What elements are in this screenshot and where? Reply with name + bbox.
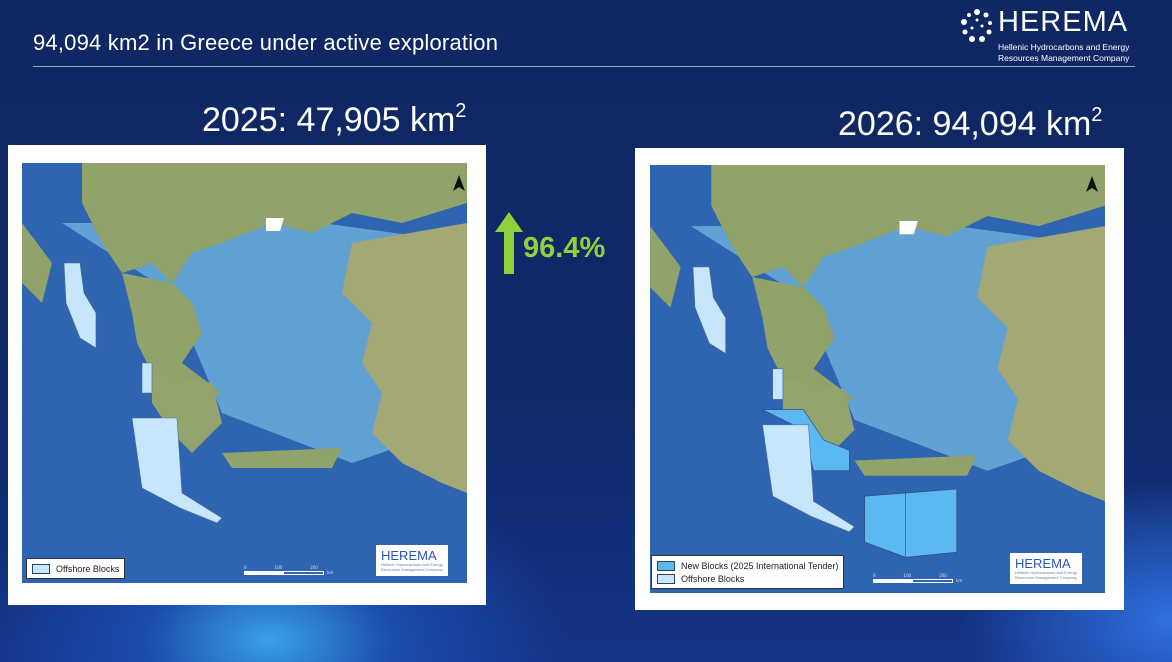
- map-herema-logo: HEREMA Hellenic Hydrocarbons and Energy Re…: [376, 545, 448, 576]
- increase-percentage: 96.4%: [523, 232, 606, 264]
- legend-item-offshore-blocks: Offshore Blocks: [657, 572, 838, 585]
- scale-bar: 0 100 200 km: [244, 565, 334, 575]
- map-2025: Offshore Blocks 0 100 200 km HEREMA Hellenic…: [8, 145, 486, 605]
- north-arrow-icon: [453, 175, 465, 191]
- map-2026-canvas: [650, 165, 1105, 593]
- scale-bar: 0 100 200 km: [873, 573, 963, 583]
- map-2025-canvas: [22, 163, 467, 583]
- map-2026: New Blocks (2025 International Tender) O…: [635, 148, 1124, 610]
- logo-subtitle: Hellenic Hydrocarbons and Energy Resource…: [998, 42, 1130, 63]
- map-herema-logo: HEREMA Hellenic Hydrocarbons and Energy Re…: [1010, 553, 1082, 584]
- logo-name: HEREMA: [998, 6, 1129, 38]
- legend-item-offshore-blocks: Offshore Blocks: [32, 562, 119, 575]
- legend-item-new-blocks: New Blocks (2025 International Tender): [657, 559, 838, 572]
- map-2025-legend: Offshore Blocks: [26, 558, 126, 579]
- north-arrow-icon: [1086, 176, 1098, 192]
- title-divider: [33, 66, 1135, 67]
- map-2026-legend: New Blocks (2025 International Tender) O…: [651, 555, 845, 589]
- arrow-up-icon: [495, 212, 523, 274]
- year-2026-heading: 2026: 94,094 km2: [838, 104, 1103, 143]
- logo-dots-icon: [961, 9, 992, 42]
- year-2025-heading: 2025: 47,905 km2: [202, 100, 467, 139]
- page-title: 94,094 km2 in Greece under active explor…: [33, 30, 499, 55]
